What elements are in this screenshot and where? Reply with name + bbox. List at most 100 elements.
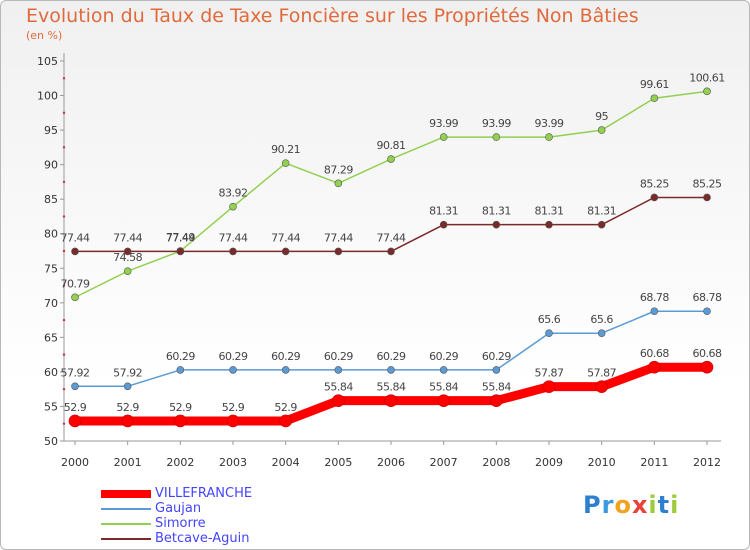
data-label-villefranche: 60.68 [640, 347, 669, 360]
y-tick-label: 100 [37, 90, 58, 103]
data-label-betcave-aguin: 77.44 [219, 231, 248, 244]
data-point-villefranche [542, 380, 556, 393]
legend-swatch-simorre [101, 523, 151, 525]
data-label-gaujan: 68.78 [693, 291, 722, 304]
data-point-simorre [387, 155, 395, 163]
x-tick-label: 2005 [324, 456, 352, 469]
data-point-simorre [650, 94, 659, 103]
x-tick-label: 2011 [640, 456, 668, 469]
y-minor-tick [62, 318, 66, 322]
y-tick-label: 70 [44, 297, 58, 310]
data-point-betcave-aguin [71, 247, 79, 256]
data-point-villefranche [384, 394, 398, 407]
data-label-villefranche: 52.9 [169, 401, 192, 414]
data-point-betcave-aguin [334, 247, 343, 256]
data-point-betcave-aguin [123, 247, 132, 256]
data-point-simorre [703, 87, 711, 96]
y-tick-label: 80 [44, 228, 58, 241]
y-minor-tick [62, 180, 66, 184]
data-point-gaujan [176, 366, 185, 374]
logo-letter: r [601, 491, 615, 519]
data-point-simorre [545, 133, 553, 141]
data-point-betcave-aguin [545, 220, 553, 229]
data-point-gaujan [281, 366, 290, 374]
x-tick-label: 2001 [114, 456, 142, 469]
y-minor-tick [62, 77, 66, 80]
data-point-gaujan [597, 329, 606, 338]
data-label-betcave-aguin: 81.31 [429, 205, 458, 218]
data-label-simorre: 100.61 [689, 71, 725, 84]
data-label-simorre: 90.21 [271, 143, 300, 156]
y-tick-label: 55 [44, 400, 58, 413]
data-label-gaujan: 57.92 [113, 366, 142, 379]
data-label-betcave-aguin: 81.31 [587, 205, 616, 218]
x-tick-label: 2010 [588, 456, 616, 469]
logo-letter: x [631, 491, 649, 519]
data-label-simorre: 90.81 [377, 139, 406, 152]
data-point-betcave-aguin [387, 247, 395, 256]
data-point-betcave-aguin [229, 247, 237, 256]
chart-title: Evolution du Taux de Taxe Foncière sur l… [26, 5, 639, 27]
data-point-simorre [229, 202, 237, 211]
series-line-simorre [74, 90, 708, 299]
data-point-betcave-aguin [650, 193, 659, 202]
legend-swatch-betcave-aguin [101, 538, 151, 540]
data-point-gaujan [650, 307, 659, 316]
data-label-villefranche: 52.9 [116, 401, 139, 414]
y-minor-tick [62, 146, 66, 149]
data-point-simorre [123, 267, 132, 275]
data-point-villefranche [121, 414, 134, 428]
legend-label-villefranche: VILLEFRANCHE [155, 486, 253, 501]
data-point-villefranche [648, 360, 661, 374]
data-point-villefranche [226, 414, 240, 428]
y-tick-label: 60 [44, 366, 58, 379]
logo-letter: i [648, 491, 658, 519]
data-label-simorre: 95 [595, 110, 608, 123]
data-label-gaujan: 60.29 [219, 350, 248, 363]
proxiti-logo: Proxiti [583, 491, 679, 519]
data-label-simorre: 99.61 [640, 78, 669, 91]
logo-letter: o [614, 491, 632, 519]
x-tick-label: 2002 [166, 456, 194, 469]
data-label-simorre: 87.29 [324, 163, 353, 176]
x-tick-label: 2003 [219, 456, 247, 469]
y-minor-tick [62, 111, 66, 115]
y-tick-label: 75 [44, 262, 58, 275]
data-label-betcave-aguin: 81.31 [482, 205, 511, 218]
logo-letter: t [657, 491, 671, 519]
data-point-simorre [492, 133, 501, 141]
data-point-gaujan [334, 366, 343, 374]
data-label-villefranche: 57.87 [587, 367, 616, 380]
data-label-gaujan: 60.29 [377, 350, 406, 363]
data-point-villefranche [595, 380, 608, 393]
data-point-simorre [334, 179, 343, 188]
legend-label-simorre: Simorre [155, 516, 206, 531]
x-tick-label: 2000 [61, 456, 89, 469]
chart-subtitle: (en %) [26, 29, 63, 42]
legend-swatch-gaujan [101, 508, 151, 510]
data-point-villefranche [174, 414, 187, 428]
data-point-gaujan [123, 382, 132, 391]
logo-letter: i [670, 491, 680, 519]
data-point-betcave-aguin [439, 220, 448, 229]
data-label-gaujan: 60.29 [271, 350, 300, 363]
legend-label-betcave-aguin: Betcave-Aguin [155, 531, 250, 546]
data-point-betcave-aguin [492, 220, 501, 229]
data-point-gaujan [229, 366, 237, 374]
data-label-betcave-aguin: 77.44 [61, 231, 90, 244]
data-label-simorre: 74.58 [113, 251, 142, 264]
data-label-gaujan: 57.92 [61, 366, 90, 379]
data-label-villefranche: 52.9 [64, 401, 87, 414]
data-point-gaujan [703, 307, 711, 316]
data-label-villefranche: 55.84 [377, 381, 406, 394]
data-point-betcave-aguin [176, 247, 185, 256]
data-point-gaujan [439, 366, 448, 374]
data-point-villefranche [700, 360, 714, 374]
data-point-simorre [439, 133, 448, 141]
data-point-villefranche [490, 394, 503, 407]
y-minor-tick [62, 387, 66, 391]
data-label-betcave-aguin: 77.44 [324, 231, 353, 244]
data-label-betcave-aguin: 85.25 [640, 177, 669, 190]
data-label-betcave-aguin: 77.44 [166, 231, 195, 244]
